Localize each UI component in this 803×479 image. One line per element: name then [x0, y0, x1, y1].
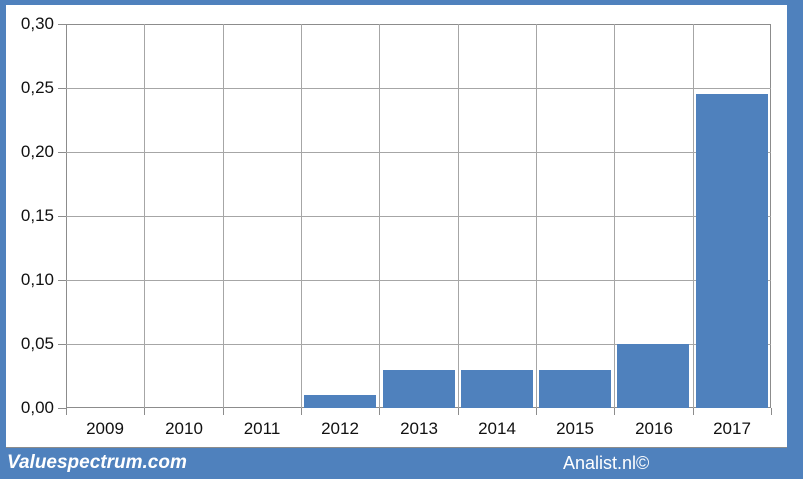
x-axis-tick-label: 2010	[165, 419, 203, 438]
x-axis-tick-label: 2013	[400, 419, 438, 438]
y-axis-tick-label: 0,00	[20, 398, 54, 417]
footer-bar: Valuespectrum.com Analist.nl©	[0, 448, 803, 479]
gridline-vertical	[301, 24, 302, 408]
x-axis-tick-label: 2014	[478, 419, 516, 438]
gridline-vertical	[223, 24, 224, 408]
plot-area	[66, 24, 771, 408]
gridline-horizontal	[66, 152, 771, 153]
bar-2013	[383, 370, 455, 408]
x-axis-tick-mark	[144, 408, 145, 415]
gridline-horizontal	[66, 88, 771, 89]
x-axis-tick-mark	[458, 408, 459, 415]
gridline-horizontal	[66, 216, 771, 217]
x-axis-tick-label: 2009	[86, 419, 124, 438]
x-axis-tick-label: 2011	[243, 419, 281, 438]
y-axis-tick-label: 0,15	[20, 206, 54, 225]
y-axis-tick-mark	[58, 24, 66, 25]
footer-brand-left: Valuespectrum.com	[7, 452, 187, 473]
x-axis-tick-mark	[771, 408, 772, 415]
x-axis-tick-mark	[223, 408, 224, 415]
x-axis-tick-mark	[536, 408, 537, 415]
y-axis-tick-label: 0,10	[20, 270, 54, 289]
bar-2017	[696, 94, 768, 408]
gridline-horizontal	[66, 344, 771, 345]
y-axis-tick-mark	[58, 280, 66, 281]
gridline-vertical	[614, 24, 615, 408]
gridline-vertical	[144, 24, 145, 408]
y-axis-tick-mark	[58, 152, 66, 153]
y-axis-tick-mark	[58, 344, 66, 345]
x-axis-tick-mark	[693, 408, 694, 415]
y-axis-tick-mark	[58, 216, 66, 217]
y-axis-tick-mark	[58, 88, 66, 89]
gridline-vertical	[536, 24, 537, 408]
gridline-vertical	[458, 24, 459, 408]
bar-2015	[539, 370, 611, 408]
x-axis-tick-mark	[301, 408, 302, 415]
x-axis-tick-label: 2017	[713, 419, 751, 438]
chart-panel: 0,30 0,25 0,20 0,15 0,10 0,05 0,00 2009 2010 2011…	[6, 5, 787, 448]
x-axis-tick-label: 2012	[321, 419, 359, 438]
gridline-vertical	[693, 24, 694, 408]
y-axis-tick-label: 0,20	[20, 142, 54, 161]
x-axis-tick-label: 2016	[635, 419, 673, 438]
bar-2014	[461, 370, 533, 408]
y-axis-tick-mark	[58, 408, 66, 409]
x-axis-tick-label: 2015	[556, 419, 594, 438]
y-axis-tick-label: 0,30	[20, 14, 54, 33]
bar-2012	[304, 395, 376, 408]
x-axis-tick-mark	[614, 408, 615, 415]
gridline-vertical	[379, 24, 380, 408]
footer-credit-right: Analist.nl©	[563, 453, 650, 473]
x-axis-tick-mark	[66, 408, 67, 415]
gridline-horizontal	[66, 280, 771, 281]
x-axis-tick-mark	[379, 408, 380, 415]
bar-2016	[617, 344, 689, 408]
y-axis-tick-label: 0,05	[20, 334, 54, 353]
y-axis-tick-label: 0,25	[20, 78, 54, 97]
